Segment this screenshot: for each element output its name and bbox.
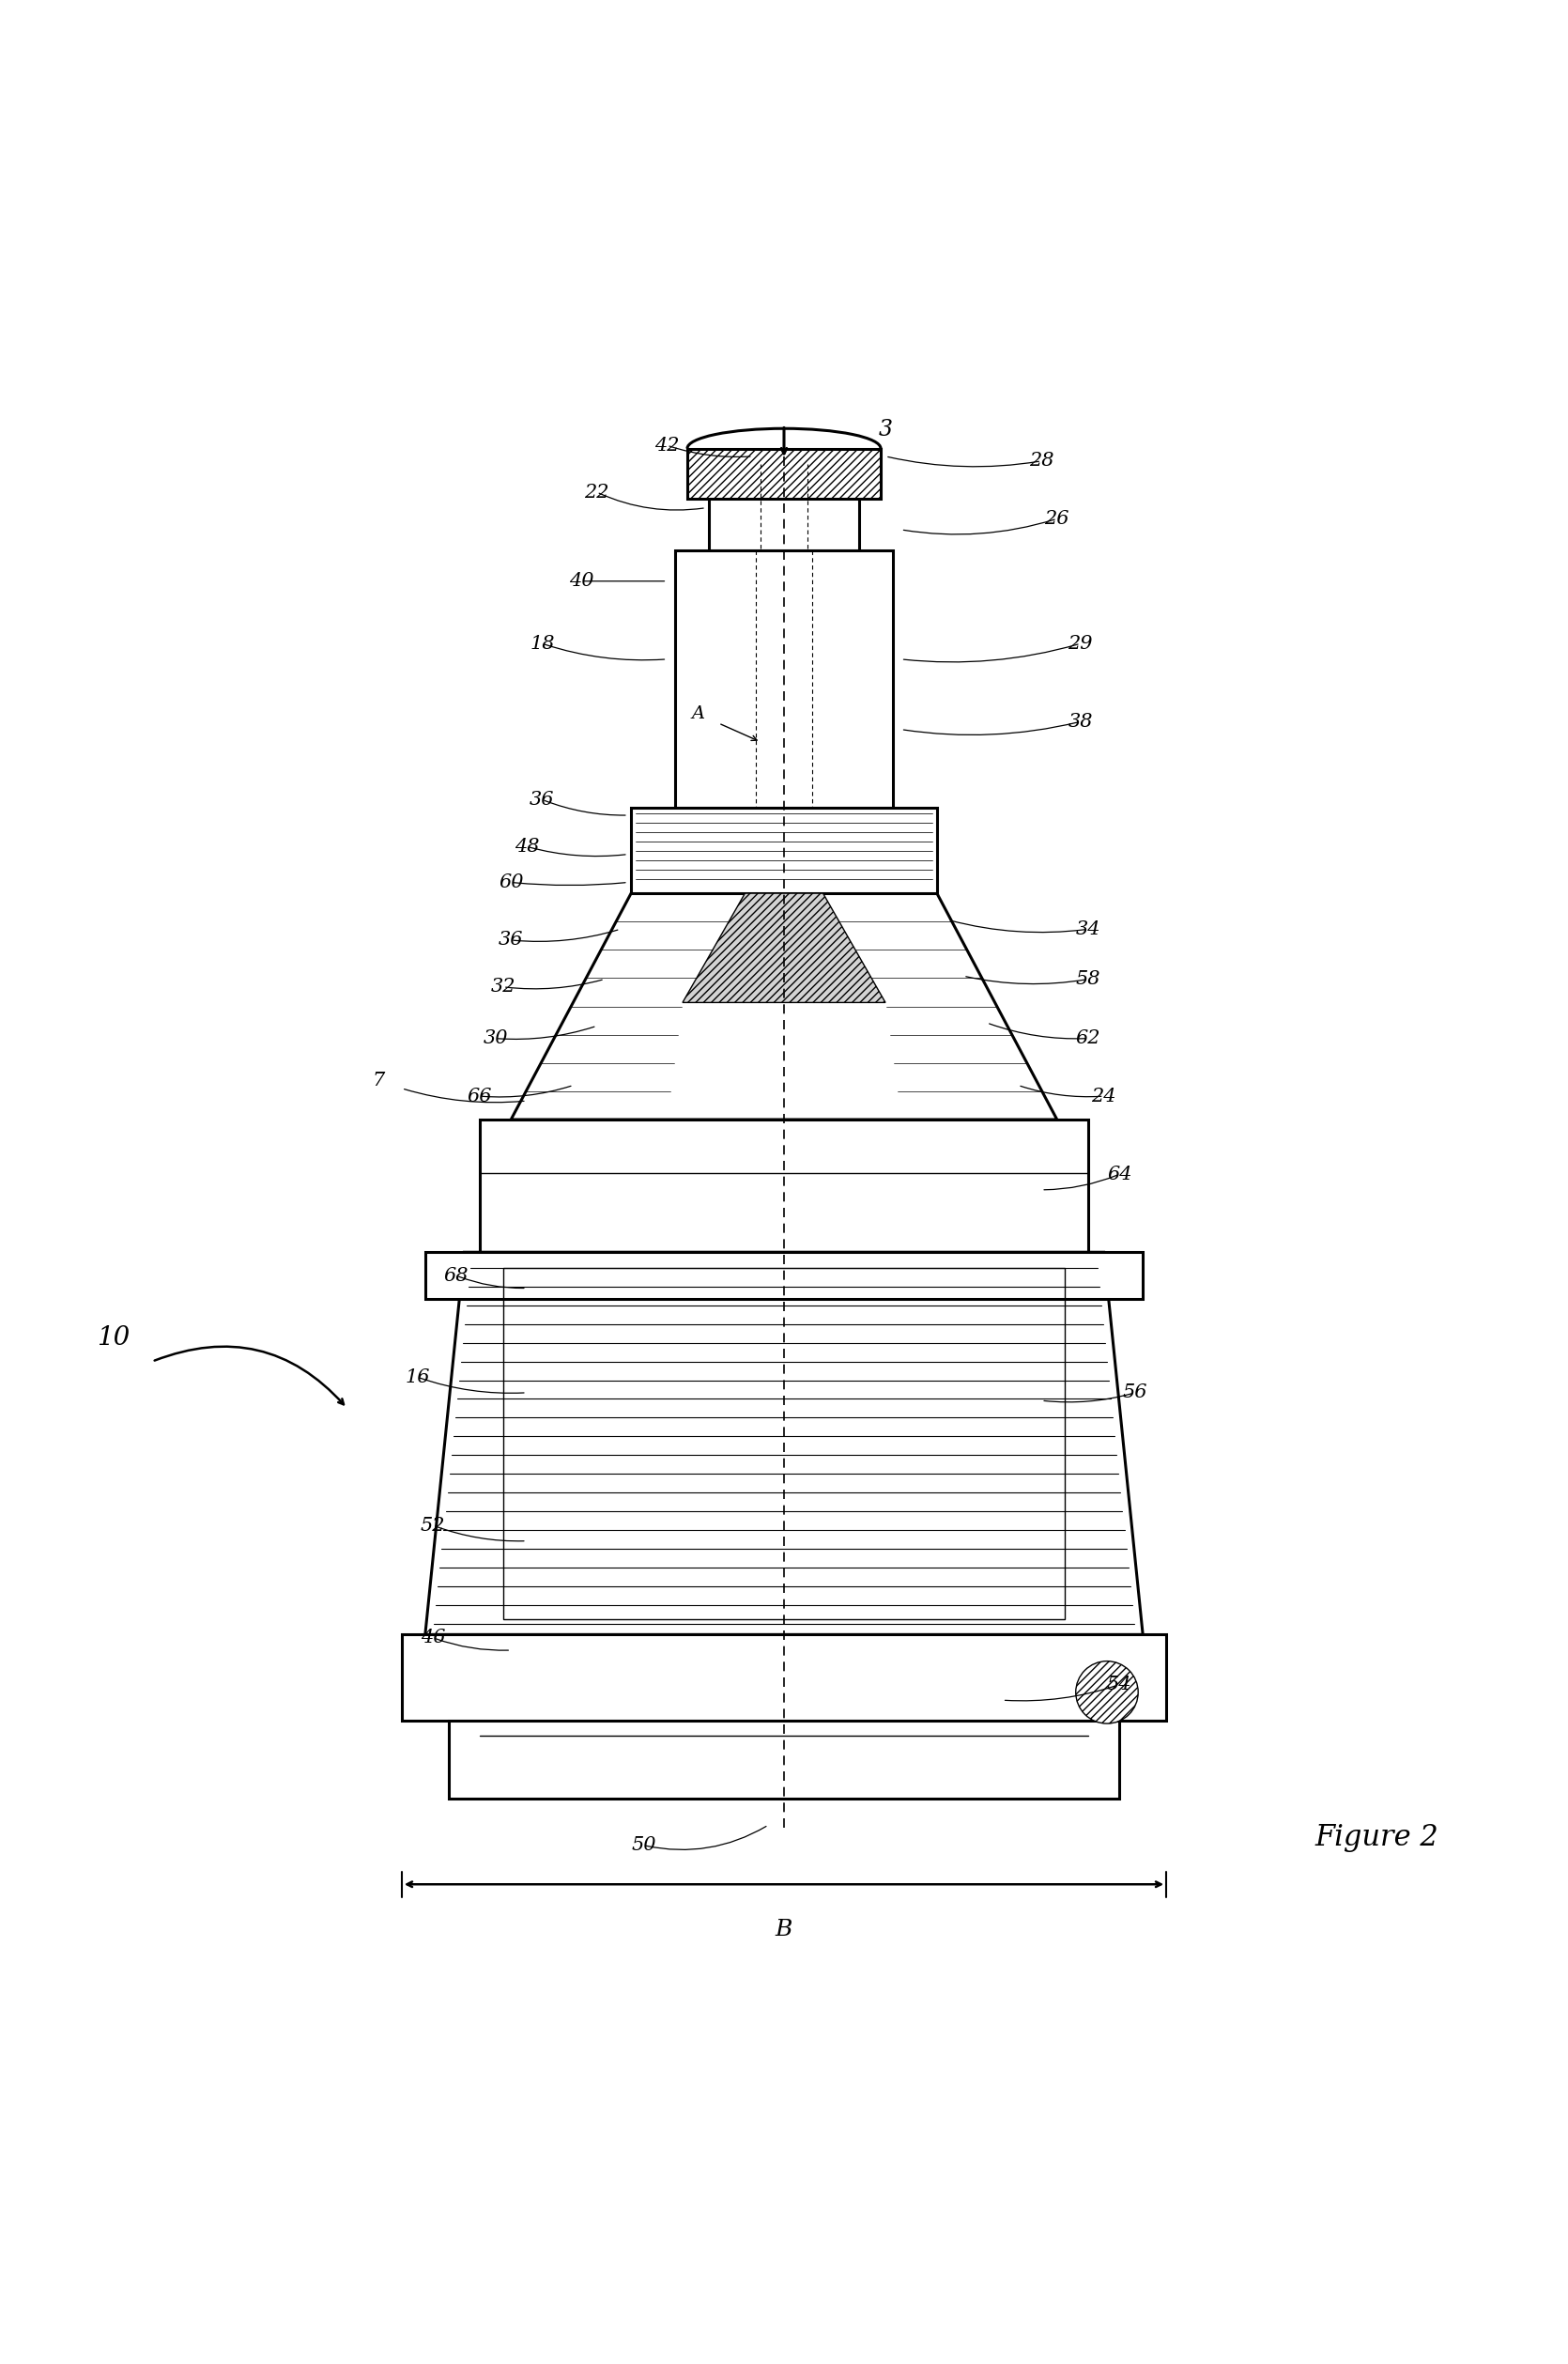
Bar	[448, 1721, 1120, 1799]
Text: 52: 52	[420, 1515, 445, 1534]
Text: 36: 36	[499, 931, 524, 948]
Text: 68: 68	[444, 1267, 469, 1284]
Bar	[674, 551, 894, 808]
Circle shape	[1076, 1662, 1138, 1723]
Text: 54: 54	[1107, 1676, 1132, 1693]
Text: 22: 22	[585, 482, 610, 501]
Text: 64: 64	[1107, 1165, 1132, 1182]
Text: 60: 60	[499, 872, 524, 891]
Text: 29: 29	[1068, 634, 1093, 652]
Text: 10: 10	[97, 1326, 130, 1350]
Text: 62: 62	[1076, 1028, 1101, 1047]
Bar	[425, 1253, 1143, 1300]
Polygon shape	[425, 1253, 1143, 1634]
Text: 24: 24	[1091, 1087, 1116, 1104]
Text: 26: 26	[1044, 511, 1069, 527]
Text: 50: 50	[632, 1837, 655, 1853]
Text: 28: 28	[1029, 452, 1054, 470]
Text: 32: 32	[491, 979, 516, 995]
Text: 56: 56	[1123, 1383, 1148, 1402]
Bar	[503, 1267, 1065, 1619]
Bar	[480, 1121, 1088, 1253]
Bar	[687, 449, 881, 499]
Polygon shape	[682, 894, 886, 1002]
Bar	[630, 808, 938, 894]
Text: 66: 66	[467, 1087, 492, 1104]
Text: 48: 48	[514, 837, 539, 856]
Text: 58: 58	[1076, 969, 1101, 988]
Text: 38: 38	[1068, 712, 1093, 730]
Text: 36: 36	[530, 790, 555, 808]
Text: 7: 7	[372, 1071, 384, 1090]
Text: 34: 34	[1076, 920, 1101, 939]
Text: 3: 3	[878, 418, 892, 440]
Bar	[401, 1634, 1167, 1721]
Text: 46: 46	[420, 1629, 445, 1648]
Bar	[709, 463, 859, 551]
Text: Figure 2: Figure 2	[1316, 1823, 1439, 1851]
Polygon shape	[511, 894, 1057, 1121]
Text: 40: 40	[569, 572, 594, 591]
Text: A: A	[691, 704, 706, 723]
Text: 18: 18	[530, 634, 555, 652]
Text: B: B	[775, 1920, 793, 1941]
Text: 16: 16	[405, 1369, 430, 1385]
Text: 42: 42	[654, 437, 679, 454]
Text: 30: 30	[483, 1028, 508, 1047]
